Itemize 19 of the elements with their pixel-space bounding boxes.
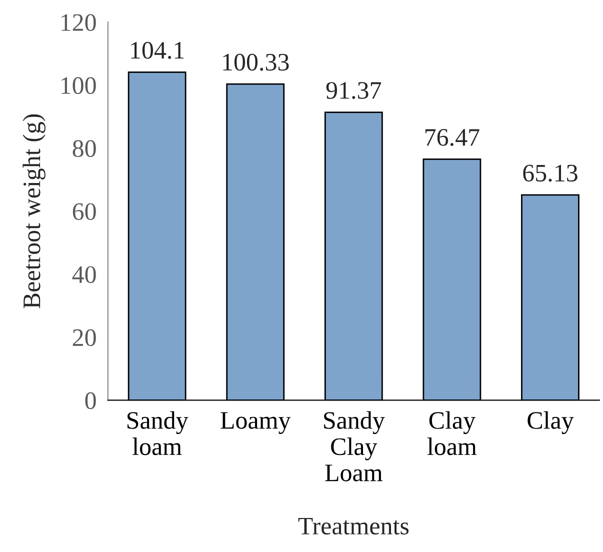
data-label: 100.33 (223, 54, 289, 71)
y-tick-label: 80 (72, 140, 96, 158)
data-label: 76.47 (425, 129, 480, 146)
x-axis-title: Treatments (298, 518, 409, 535)
y-tick-label: 100 (62, 77, 96, 94)
y-tick-label: 0 (85, 392, 96, 410)
x-tick-label: Sandy loam (128, 411, 188, 456)
x-tick-label: Clay (528, 411, 574, 434)
y-axis-title: Beetroot weight (g) (22, 114, 46, 308)
data-label: 104.1 (131, 42, 184, 59)
y-tick-label: 40 (72, 266, 96, 284)
y-tick-label: 20 (72, 329, 96, 346)
data-label: 91.37 (326, 82, 382, 99)
y-tick-label: 120 (62, 14, 96, 31)
x-tick-label: Clay loam (427, 411, 477, 456)
x-tick-label: Loamy (220, 412, 291, 434)
y-tick-label: 60 (72, 203, 96, 220)
x-tick-label: Sandy Clay Loam (324, 411, 385, 482)
data-label: 65.13 (523, 164, 578, 182)
